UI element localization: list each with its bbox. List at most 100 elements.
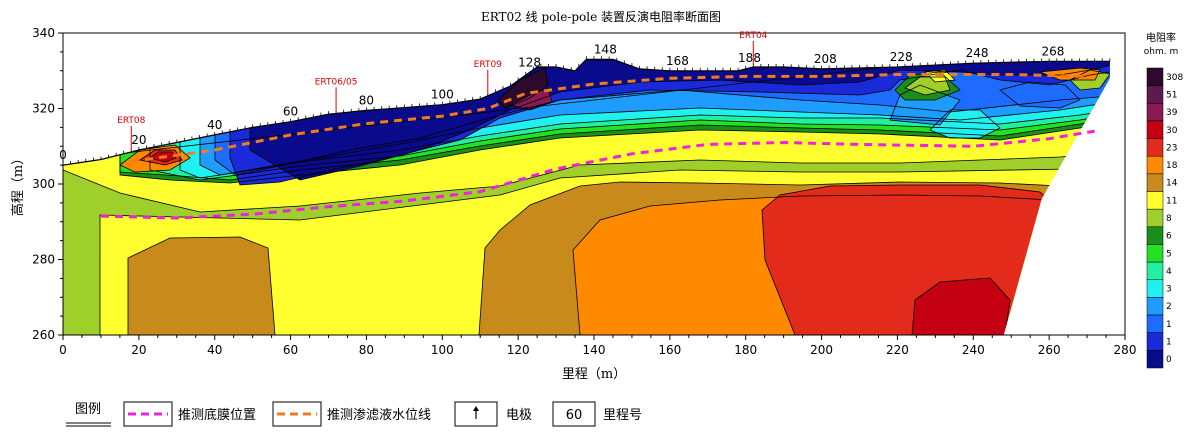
y-tick-label: 320: [32, 102, 55, 116]
pocket-blue: [1000, 82, 1080, 108]
colorbar-swatch: [1146, 279, 1164, 298]
colorbar-level: 8: [1166, 214, 1172, 224]
colorbar-swatch: [1146, 261, 1164, 281]
colorbar-unit: ohm. m: [1144, 47, 1178, 57]
contour-lines: [63, 59, 1110, 335]
x-tick-label: 200: [810, 343, 833, 357]
station-labels: 0 20 40 60 80 100 128 148 168 188 208 228 248 268: [59, 42, 1064, 162]
colorbar-level: 1: [1166, 320, 1172, 330]
ground-surface-line: [63, 58, 1110, 166]
anomaly-dark-128-contour: [497, 67, 549, 109]
colorbar-level: 30: [1166, 126, 1178, 136]
station-label: 268: [1041, 44, 1064, 58]
colorbar-level: 0: [1166, 355, 1172, 365]
band-yellow-base-contour: [63, 59, 1110, 335]
colorbar-swatch: [1146, 244, 1164, 263]
y-tick-label: 280: [32, 253, 55, 267]
pocket-blue-contour: [999, 81, 1081, 109]
legend: 图例 推测底膜位置 推测渗滤液水位线 电极 60 里程号: [66, 401, 642, 427]
anomaly-orange-right-contour: [1039, 67, 1101, 81]
x-axis: 0 20 40 60 80 100 120 140 160 180 200 220 240 260 280: [59, 335, 1136, 357]
colorbar-swatch: [1146, 120, 1164, 139]
electrode-icon: [473, 406, 479, 419]
x-tick-label: 40: [207, 343, 222, 357]
colorbar-title: 电阻率: [1146, 31, 1176, 44]
resistivity-bands: [63, 59, 1110, 335]
legend-leachate-label: 推测渗滤液水位线: [327, 408, 431, 423]
x-tick-label: 60: [283, 343, 298, 357]
station-label: 128: [518, 55, 541, 69]
colorbar-level: 6: [1166, 232, 1172, 242]
pocket-cyan: [930, 110, 1000, 138]
colorbar-swatch: [1146, 314, 1164, 333]
legend-station-label: 里程号: [603, 408, 642, 423]
colorbar-level: 39: [1166, 108, 1178, 118]
legend-liner-label: 推测底膜位置: [178, 407, 256, 423]
band-lightgreen-contour: [63, 149, 1110, 335]
legend-station-box-value: 60: [566, 408, 583, 423]
x-tick-label: 80: [359, 343, 374, 357]
legend-electrode-label: 电极: [506, 408, 532, 423]
colorbar-level: 3: [1166, 285, 1172, 295]
band-cyan-contour: [179, 59, 1110, 179]
chart-title: ERT02 线 pole-pole 装置反演电阻率断面图: [481, 9, 721, 24]
borehole-label: ERT06/05: [315, 77, 358, 87]
plot-area: [63, 56, 1111, 335]
y-axis: 260 280 300 320 340: [32, 26, 63, 342]
borehole-label: ERT09: [474, 60, 503, 70]
band-red: [762, 185, 1060, 335]
leachate-line: [131, 73, 1088, 163]
station-label: 40: [207, 118, 222, 132]
colorbar-level: 11: [1166, 196, 1177, 206]
pocket-lightgreen-contour: [904, 76, 951, 96]
colorbar-level: 308: [1166, 73, 1183, 83]
station-label: 168: [666, 54, 689, 68]
colorbar-swatch: [1146, 155, 1164, 175]
pocket-green-right-contour: [1069, 69, 1110, 91]
colorbar-level: 1: [1166, 338, 1172, 348]
band-aquamarine-contour: [149, 59, 1110, 181]
x-tick-label: 160: [658, 343, 681, 357]
colorbar-swatch: [1146, 67, 1164, 86]
band-skyblue-contour: [199, 59, 1110, 176]
colorbar-swatch: [1146, 208, 1164, 228]
pocket-cyan-contour: [929, 109, 1001, 139]
y-tick-label: 260: [32, 328, 55, 342]
station-label: 100: [431, 88, 454, 102]
colorbar-level: 23: [1166, 143, 1177, 153]
station-label: 0: [59, 148, 67, 162]
colorbar-level: 14: [1166, 179, 1178, 189]
anomaly-maroon-128-contour: [508, 87, 553, 111]
x-tick-label: 220: [886, 343, 909, 357]
legend-station-swatch: [552, 401, 596, 427]
band-darkred-contour: [911, 277, 1011, 335]
band-darkred: [912, 278, 1010, 335]
band-navy-contour: [249, 59, 1110, 181]
borehole-label: ERT04: [739, 31, 768, 41]
y-axis-label: 高程（m）: [10, 152, 26, 216]
x-tick-label: 180: [734, 343, 757, 357]
colorbar-swatch: [1146, 103, 1164, 122]
x-tick-label: 20: [131, 343, 146, 357]
colorbar-swatch: [1146, 85, 1164, 104]
band-mid-blue-contour: [229, 59, 1110, 186]
x-tick-label: 120: [507, 343, 530, 357]
station-label: 248: [966, 46, 989, 60]
station-label: 148: [594, 42, 617, 56]
colorbar-swatch: [1146, 191, 1164, 210]
station-label: 228: [890, 50, 913, 64]
band-blue-contour: [214, 59, 1110, 176]
band-darkgreen-contour: [119, 59, 1110, 184]
anomaly-yellow-228-contour: [924, 69, 956, 83]
pocket-skyblue-contour: [889, 84, 961, 126]
colorbar-level: 4: [1166, 267, 1172, 277]
x-tick-label: 140: [583, 343, 606, 357]
colorbar-level: 51: [1166, 90, 1177, 100]
x-tick-label: 0: [59, 343, 67, 357]
x-tick-label: 260: [1038, 343, 1061, 357]
y-tick-label: 340: [32, 26, 55, 40]
electrode-markers: [63, 56, 1111, 166]
colorbar-swatch: [1146, 226, 1164, 245]
